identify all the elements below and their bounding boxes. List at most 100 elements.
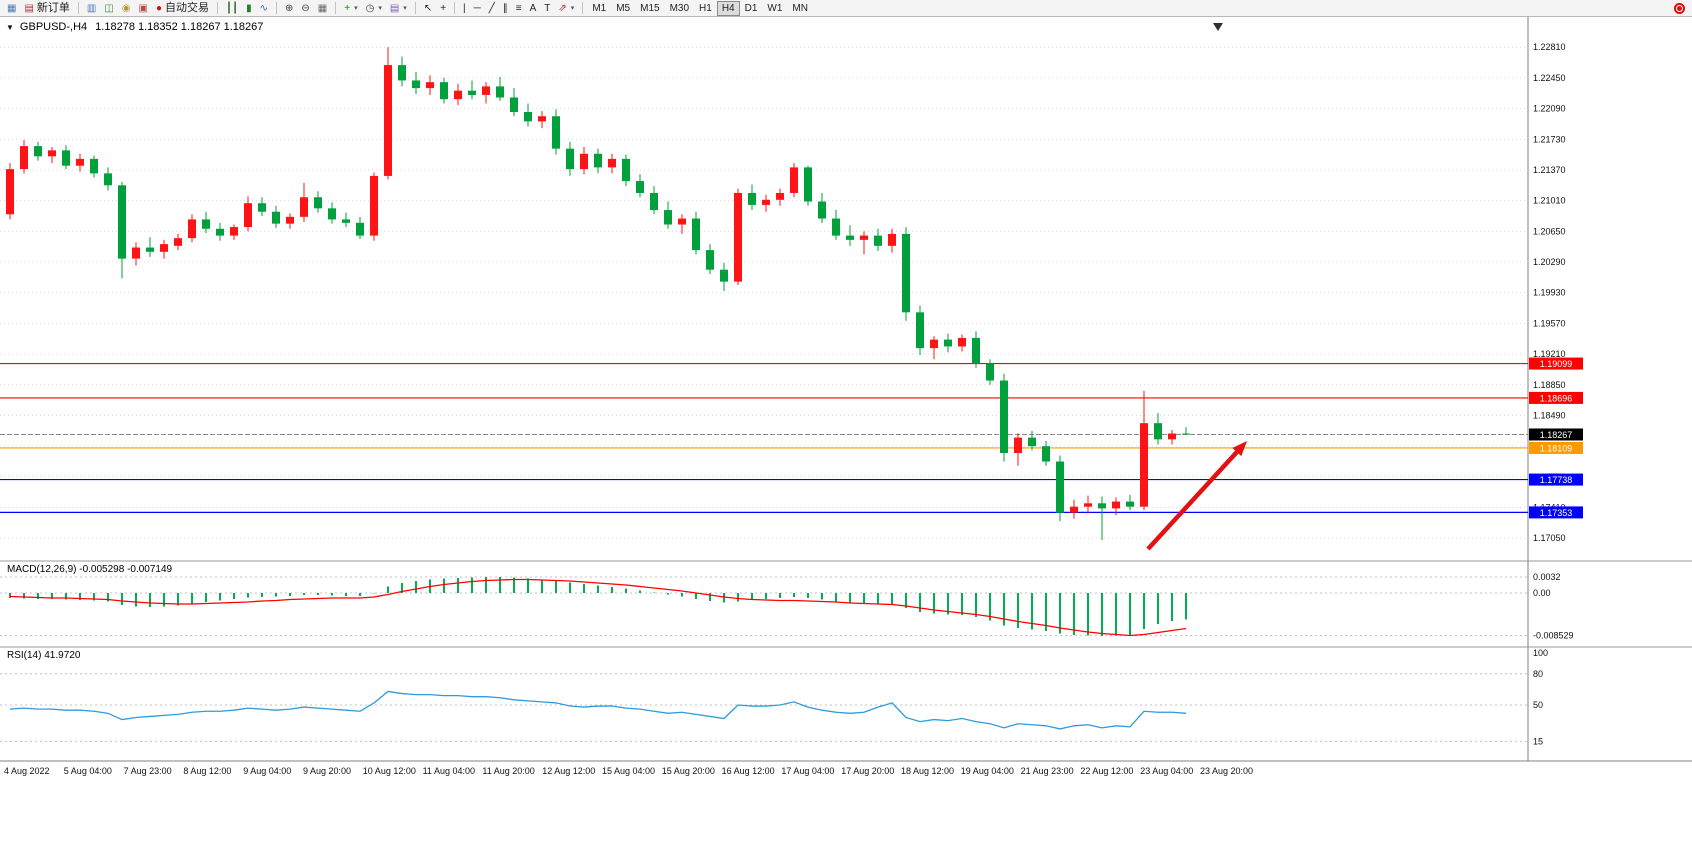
arrow-annotation[interactable] bbox=[1146, 441, 1247, 551]
svg-text:1.21010: 1.21010 bbox=[1533, 196, 1566, 206]
time-axis-label: 11 Aug 20:00 bbox=[482, 766, 534, 776]
time-axis-label: 15 Aug 20:00 bbox=[662, 766, 715, 776]
time-axis-label: 12 Aug 12:00 bbox=[542, 766, 595, 776]
vertical-line-button[interactable]: | bbox=[459, 1, 470, 16]
svg-text:1.19570: 1.19570 bbox=[1533, 318, 1566, 328]
templates-button[interactable]: ▤ ▾ bbox=[386, 1, 411, 16]
channel-button[interactable]: ∥ bbox=[499, 1, 512, 16]
line-chart-type-button[interactable]: ∿ bbox=[256, 1, 272, 16]
dropdown-arrow-icon: ▾ bbox=[378, 4, 382, 12]
text-button[interactable]: A bbox=[526, 1, 541, 16]
channel-icon: ∥ bbox=[502, 2, 508, 14]
horizontal-level-lines[interactable] bbox=[0, 362, 1528, 514]
periods-button[interactable]: ◷ ▾ bbox=[362, 1, 386, 16]
chart-ohlc-values: 1.18278 1.18352 1.18267 1.18267 bbox=[95, 21, 264, 33]
auto-trading-button-label: 自动交易 bbox=[165, 1, 210, 14]
timeframe-d1-button[interactable]: D1 bbox=[740, 1, 763, 16]
svg-text:1.18850: 1.18850 bbox=[1533, 380, 1566, 390]
new-order-button-label: 新订单 bbox=[36, 1, 70, 14]
svg-text:1.21370: 1.21370 bbox=[1533, 165, 1566, 175]
chart-window-icon-button[interactable]: ▦ bbox=[3, 1, 20, 16]
charts-icon: ▥ bbox=[86, 2, 97, 14]
svg-text:1.17353: 1.17353 bbox=[1540, 508, 1573, 518]
terminal-button[interactable]: ▣ bbox=[135, 1, 152, 16]
svg-text:1.19210: 1.19210 bbox=[1533, 349, 1566, 359]
timeframe-h1-button[interactable]: H1 bbox=[694, 1, 717, 16]
timeframe-m30-button[interactable]: M30 bbox=[665, 1, 694, 16]
bar-chart-type-icon: ┃┃ bbox=[226, 2, 239, 14]
time-axis-label: 17 Aug 20:00 bbox=[841, 766, 894, 776]
time-axis-label: 18 Aug 12:00 bbox=[901, 766, 954, 776]
crosshair-icon: + bbox=[440, 2, 447, 14]
time-axis-label: 4 Aug 2022 bbox=[4, 766, 50, 776]
timeframe-h4-button[interactable]: H4 bbox=[716, 0, 740, 16]
navigator-button[interactable]: ◉ bbox=[118, 1, 135, 16]
fibonacci-button[interactable]: ≡ bbox=[512, 1, 526, 16]
rsi-indicator-label: RSI(14) 41.9720 bbox=[7, 650, 81, 661]
chart-window-icon-icon: ▦ bbox=[7, 2, 17, 14]
svg-text:15: 15 bbox=[1533, 736, 1543, 746]
timeframe-m1-button[interactable]: M1 bbox=[587, 1, 611, 16]
market-watch-button[interactable]: ◫ bbox=[100, 1, 117, 16]
zoom-in-button[interactable]: ⊕ bbox=[281, 1, 297, 16]
svg-text:1.22450: 1.22450 bbox=[1533, 73, 1566, 83]
bar-chart-type-button[interactable]: ┃┃ bbox=[222, 1, 242, 16]
timeframe-mn-button[interactable]: MN bbox=[787, 1, 813, 16]
gridlines bbox=[0, 17, 1692, 762]
trendline-button[interactable]: ╱ bbox=[485, 1, 499, 16]
chart-canvas[interactable]: 1.22810 1.22450 1.22090 1.21730 1.21370 1.210… bbox=[0, 17, 1692, 777]
svg-text:1.22090: 1.22090 bbox=[1533, 104, 1566, 114]
new-order-button[interactable]: ▤ 新订单 bbox=[20, 1, 73, 16]
time-axis-label: 7 Aug 23:00 bbox=[124, 766, 172, 776]
svg-text:0.0032: 0.0032 bbox=[1533, 572, 1561, 582]
zoom-out-button[interactable]: ⊖ bbox=[297, 1, 313, 16]
candlestick-series bbox=[6, 23, 1223, 540]
time-axis-label: 10 Aug 12:00 bbox=[363, 766, 416, 776]
chart-symbol-period: GBPUSD-,H4 bbox=[19, 21, 88, 33]
charts-button[interactable]: ▥ bbox=[83, 1, 100, 16]
time-axis-label: 9 Aug 04:00 bbox=[243, 766, 291, 776]
timeframe-w1-button[interactable]: W1 bbox=[762, 1, 787, 16]
timeframe-m5-button[interactable]: M5 bbox=[611, 1, 635, 16]
svg-text:1.18490: 1.18490 bbox=[1533, 410, 1566, 420]
time-axis-label: 23 Aug 04:00 bbox=[1140, 766, 1193, 776]
cursor-button[interactable]: ↖ bbox=[420, 1, 436, 16]
label-icon: T bbox=[544, 2, 551, 14]
terminal-icon: ▣ bbox=[138, 2, 148, 14]
svg-text:80: 80 bbox=[1533, 669, 1543, 679]
indicators-button[interactable]: + ▾ bbox=[340, 1, 361, 16]
cursor-icon: ↖ bbox=[423, 2, 433, 14]
toolbar-separator bbox=[217, 2, 219, 14]
svg-text:100: 100 bbox=[1533, 648, 1548, 658]
price-tags: 1.18267 1.19099 1.18696 1.18109 1.17738 1.173… bbox=[1529, 357, 1583, 519]
chart-title-bar: ▼ GBPUSD-,H4 1.18278 1.18352 1.18267 1.1… bbox=[6, 21, 263, 33]
svg-text:1.21730: 1.21730 bbox=[1533, 134, 1566, 144]
one-click-trading-toggle[interactable]: ▼ bbox=[6, 22, 14, 32]
candlestick-type-icon: ▮ bbox=[246, 2, 252, 14]
toolbar-separator bbox=[414, 2, 416, 14]
tile-windows-button[interactable]: ▦ bbox=[314, 1, 331, 16]
timeframe-m15-button[interactable]: M15 bbox=[635, 1, 664, 16]
svg-text:1.22810: 1.22810 bbox=[1533, 42, 1566, 52]
candlestick-type-button[interactable]: ▮ bbox=[242, 1, 256, 16]
time-axis-label: 17 Aug 04:00 bbox=[781, 766, 834, 776]
time-axis-label: 21 Aug 23:00 bbox=[1021, 766, 1074, 776]
new-order-icon: ▤ bbox=[24, 2, 34, 14]
svg-text:50: 50 bbox=[1533, 700, 1543, 710]
line-chart-type-icon: ∿ bbox=[259, 2, 268, 14]
price-axis[interactable]: 1.22810 1.22450 1.22090 1.21730 1.21370 1.210… bbox=[4, 42, 1574, 776]
crosshair-button[interactable]: + bbox=[436, 1, 450, 16]
svg-text:1.19099: 1.19099 bbox=[1540, 359, 1573, 369]
text-icon: A bbox=[529, 2, 537, 14]
svg-text:1.18267: 1.18267 bbox=[1540, 430, 1573, 440]
label-button[interactable]: T bbox=[540, 1, 554, 16]
vertical-line-icon: | bbox=[463, 2, 466, 14]
time-axis-label: 22 Aug 12:00 bbox=[1080, 766, 1133, 776]
arrows-button[interactable]: ⇗ ▾ bbox=[554, 1, 578, 16]
horizontal-line-button[interactable]: ─ bbox=[470, 1, 485, 16]
svg-text:0.00: 0.00 bbox=[1533, 588, 1551, 598]
time-axis-label: 19 Aug 04:00 bbox=[961, 766, 1014, 776]
svg-text:1.20290: 1.20290 bbox=[1533, 257, 1566, 267]
auto-trading-button[interactable]: ● 自动交易 bbox=[152, 1, 213, 16]
community-button[interactable] bbox=[1670, 1, 1689, 16]
